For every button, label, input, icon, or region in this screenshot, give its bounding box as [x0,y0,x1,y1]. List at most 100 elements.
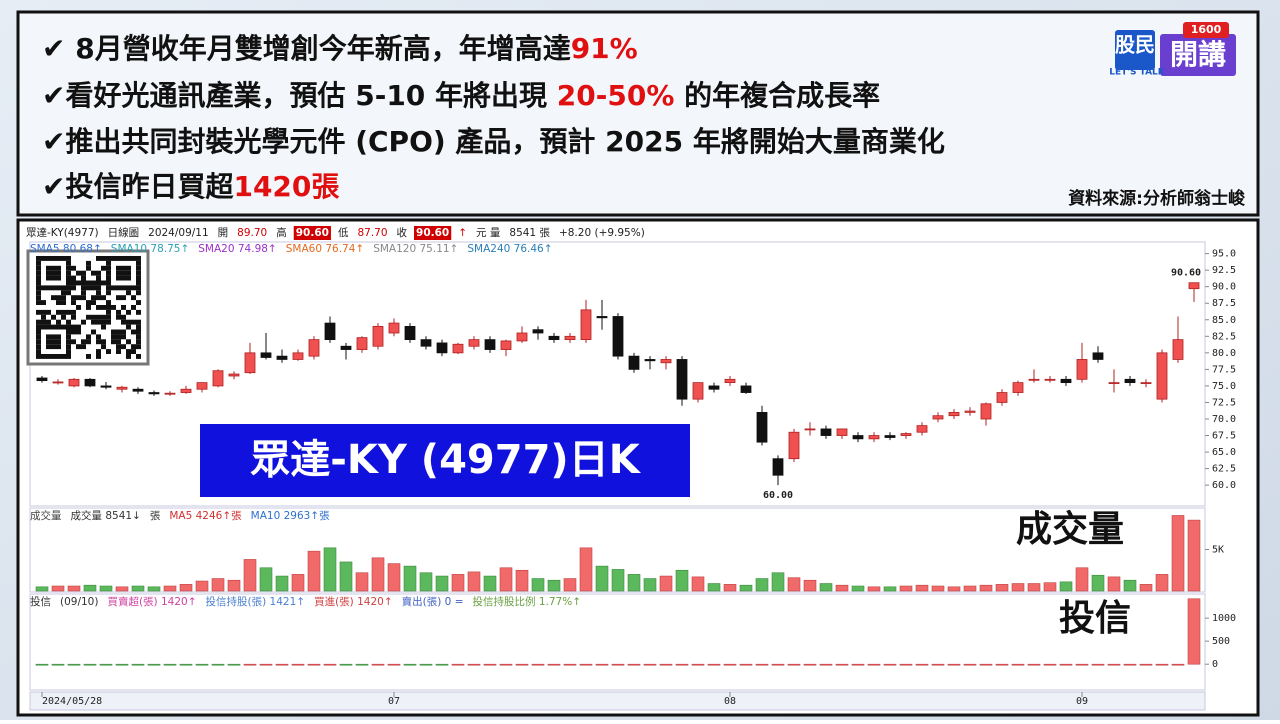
qr-cell [106,290,111,296]
qr-cell [106,349,111,354]
qr-cell [121,305,126,310]
overlay-box [200,424,690,497]
candle-body [820,428,832,436]
volume-label: 成交量 [1016,508,1124,550]
qr-cell [116,265,121,271]
bar [691,576,705,592]
bar [723,663,737,666]
qr-cell [126,339,131,345]
qr-cell [71,309,76,315]
high-label: 90.60 [1171,268,1201,279]
bar [387,663,401,666]
candle-body [804,428,816,431]
header-box [414,226,452,240]
bar [755,578,769,592]
bullet-segment: ✔推出共同封裝光學元件 (CPO) 產品，預計 2025 年將開始大量商業化 [42,125,945,158]
sma-legend: SMA5 80.68↑ SMA10 78.75↑ SMA20 74.98↑ SMA60… [30,243,553,255]
qr-cell [136,260,141,266]
qr-cell [106,309,111,315]
y-tick-label: 90.0 [1212,282,1236,293]
candle-body [724,378,736,384]
bar [339,561,353,592]
qr-cell [136,334,141,340]
y-tick-label: 80.0 [1212,348,1236,359]
bar [83,663,97,666]
bar [931,585,945,592]
qr-cell [41,319,46,325]
candle-body [100,385,112,388]
qr-cell [66,329,71,335]
chart-header-item: +8.20 (+9.95%) [559,227,645,239]
bar [995,584,1009,592]
y-tick-label: 82.5 [1212,331,1236,342]
bullet-segment: 的年複合成長率 [674,79,880,112]
trust-legend-item: 買賣超(張) 1420↑ [107,595,196,608]
volume-legend-item: 成交量 8541↓ [71,509,141,522]
bar [835,584,849,592]
qr-cell [101,256,106,261]
qr-cell [41,314,46,320]
candle-body [228,373,240,377]
qr-cell [116,339,121,345]
qr-cell [96,275,101,281]
logo-left-bg [1115,30,1155,70]
bar [307,663,321,666]
logo-sub: LET'S TALK [1109,68,1166,78]
qr-cell [101,280,106,286]
bar [595,565,609,592]
qr-cell [81,285,86,291]
qr-cell [36,275,41,281]
qr-cell [116,344,121,350]
qr-cell [101,339,106,345]
bar [787,577,801,592]
qr-cell [36,280,41,286]
bar [867,663,881,666]
chart-header-item: 收 [397,226,408,239]
qr-cell [56,265,61,271]
bar [291,574,305,592]
qr-cell [106,305,111,310]
qr-cell [61,300,66,305]
candle-body [580,309,592,341]
qr-cell [86,339,91,345]
qr-cell [111,256,116,261]
chart-header-item: 元 量 [476,227,501,239]
logo-right: 開講 [1170,38,1226,71]
qr-cell [96,285,101,291]
bar [627,574,641,592]
candle-body [1012,382,1024,393]
candle-body [548,335,560,341]
bar [179,663,193,666]
qr-cell [61,290,66,296]
qr-cell [136,354,141,359]
qr-cell [66,319,71,325]
qr-cell [96,256,101,261]
candle-body [532,329,544,334]
bar [691,663,705,666]
qr-cell [136,265,141,271]
qr-cell [81,344,86,350]
bar [771,572,785,592]
qr-cell [51,256,56,261]
trust-legend-item: 投信持股比例 1.77%↑ [473,595,582,608]
candle-body [660,359,672,364]
qr-cell [136,329,141,335]
bar [851,663,865,666]
trust-legend-item: 投信 [30,595,51,608]
qr-cell [106,314,111,320]
bar [739,663,753,666]
candle-body [612,316,624,357]
bar [979,663,993,666]
qr-cell [126,290,131,296]
candle-body [292,352,304,360]
bar [99,663,113,666]
qr-cell [71,329,76,335]
candle-body [1092,352,1104,360]
chart-header-item: 眾達-KY(4977) [26,227,99,239]
bar [819,663,833,666]
bar [899,585,913,592]
qr-cell [81,280,86,286]
candle-body [452,343,464,354]
qr-cell [96,270,101,276]
candle-body [692,382,704,400]
